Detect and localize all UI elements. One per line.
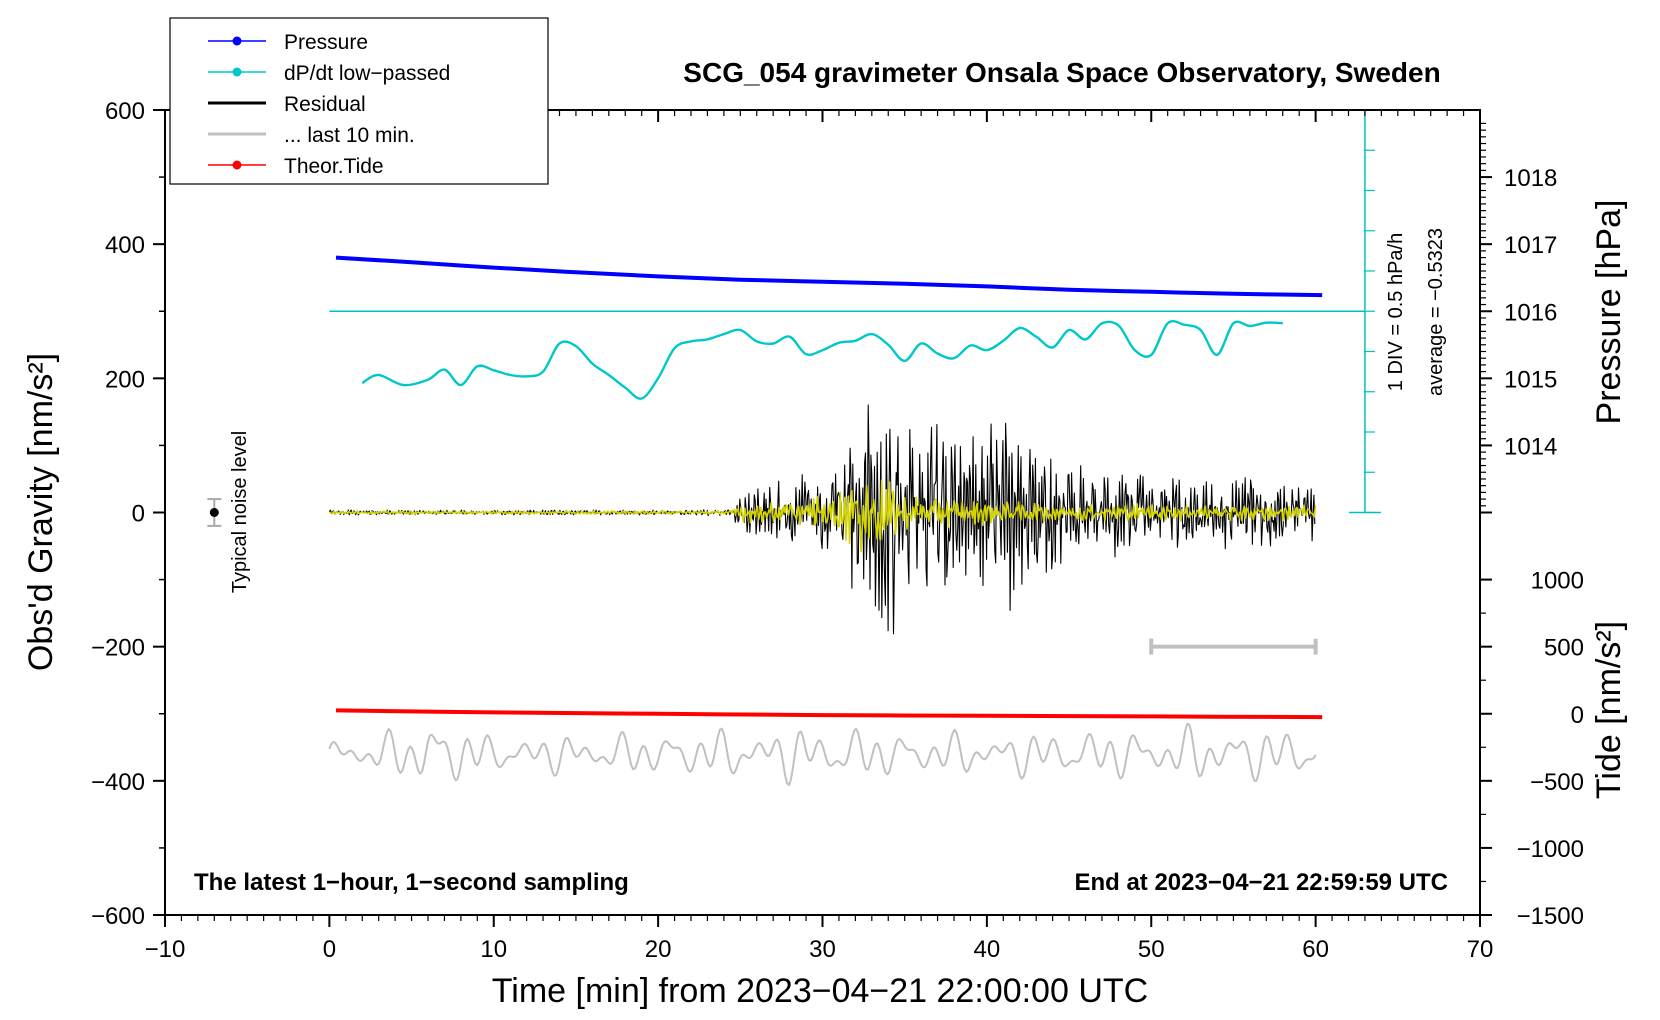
frame-layer bbox=[153, 109, 1481, 927]
pressure-tick-label: 1017 bbox=[1504, 232, 1557, 259]
pressure-tick-label: 1015 bbox=[1504, 366, 1557, 393]
x-axis-title: Time [min] from 2023−04−21 22:00:00 UTC bbox=[492, 972, 1148, 1010]
legend-label: Residual bbox=[284, 93, 366, 116]
series-dp-dt-low-passed bbox=[361, 320, 1283, 400]
right-axes bbox=[1480, 122, 1492, 916]
series-layer bbox=[207, 109, 1381, 786]
series-pressure bbox=[335, 255, 1323, 298]
tick-labels: −10 0 10 20 30 40 50 60 70 600 400 200 0 −200 −400 −600… bbox=[91, 98, 1584, 963]
tide-tick-label: 0 bbox=[1571, 702, 1584, 729]
legend-label: Pressure bbox=[284, 31, 368, 54]
x-tick-label: 0 bbox=[323, 936, 336, 963]
series-last-10-min bbox=[328, 722, 1317, 786]
y-tick-label: 600 bbox=[105, 98, 145, 125]
legend-label: dP/dt low−passed bbox=[284, 62, 450, 85]
chart-title: SCG_054 gravimeter Onsala Space Observat… bbox=[683, 57, 1440, 88]
x-tick-label: −10 bbox=[145, 936, 186, 963]
legend-marker-1 bbox=[232, 67, 242, 77]
y-axis-title-tide: Tide [nm/s²] bbox=[1590, 621, 1628, 799]
x-tick-label: 40 bbox=[974, 936, 1001, 963]
noise-level-label: Typical noise level bbox=[229, 431, 251, 593]
y-axis-title-pressure: Pressure [hPa] bbox=[1590, 200, 1628, 425]
pressure-tick-label: 1016 bbox=[1504, 299, 1557, 326]
pressure-tick-label: 1018 bbox=[1504, 165, 1557, 192]
y-tick-label: −400 bbox=[91, 769, 145, 796]
tide-tick-label: −1500 bbox=[1517, 903, 1584, 930]
noise-level-dot bbox=[209, 508, 219, 517]
x-tick-label: 70 bbox=[1467, 936, 1494, 963]
y-tick-label: −600 bbox=[91, 903, 145, 930]
series-theor-tide bbox=[335, 708, 1323, 720]
legend-label: Theor.Tide bbox=[284, 155, 384, 178]
tide-tick-label: −500 bbox=[1530, 769, 1584, 796]
legend-box bbox=[169, 17, 549, 185]
y-tick-label: 0 bbox=[132, 501, 145, 528]
x-tick-label: 60 bbox=[1302, 936, 1329, 963]
x-tick-label: 20 bbox=[645, 936, 672, 963]
y-tick-label: −200 bbox=[91, 635, 145, 662]
note-sampling: The latest 1−hour, 1−second sampling bbox=[194, 869, 629, 896]
tide-tick-label: 500 bbox=[1544, 635, 1584, 662]
tide-tick-label: 1000 bbox=[1531, 568, 1584, 595]
legend-label: ... last 10 min. bbox=[284, 124, 415, 147]
x-tick-label: 30 bbox=[809, 936, 836, 963]
y-tick-label: 400 bbox=[105, 232, 145, 259]
pressure-tick-label: 1014 bbox=[1504, 433, 1557, 460]
series-filtered-residual bbox=[329, 479, 1317, 553]
dpdt-average-label: average = −0.5323 bbox=[1425, 228, 1447, 396]
y-tick-label: 200 bbox=[105, 366, 145, 393]
legend-marker-0 bbox=[232, 36, 242, 46]
dpdt-scale-label: 1 DIV = 0.5 hPa/h bbox=[1385, 233, 1407, 391]
x-tick-label: 50 bbox=[1138, 936, 1165, 963]
note-end-time: End at 2023−04−21 22:59:59 UTC bbox=[1074, 869, 1448, 896]
y-axis-title-gravity: Obs'd Gravity [nm/s²] bbox=[22, 353, 60, 671]
legend-marker-4 bbox=[232, 160, 242, 170]
x-tick-label: 10 bbox=[480, 936, 507, 963]
tide-tick-label: −1000 bbox=[1517, 836, 1584, 863]
legend: Pressure dP/dt low−passed Residual ... last… bbox=[169, 17, 549, 185]
